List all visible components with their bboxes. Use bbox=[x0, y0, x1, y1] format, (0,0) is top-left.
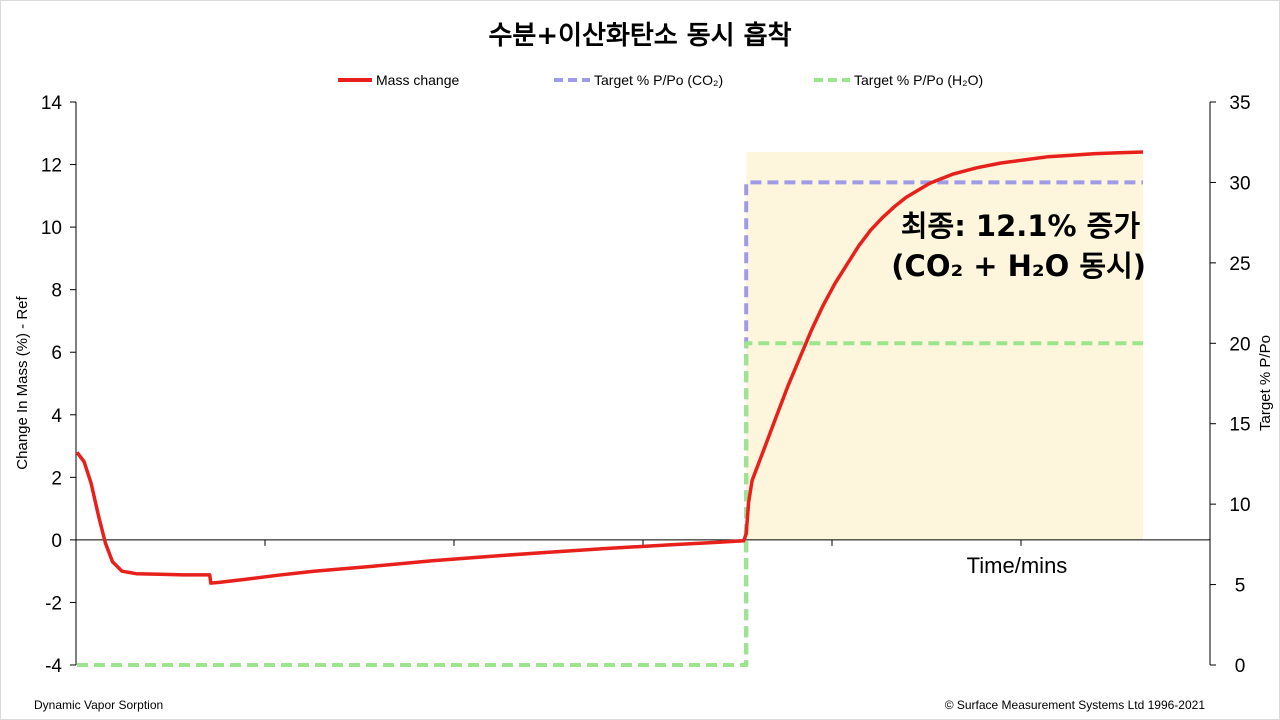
y-tick-label: -2 bbox=[45, 593, 62, 614]
legend-label-mass: Mass change bbox=[376, 72, 459, 88]
y2-tick-label: 25 bbox=[1229, 254, 1250, 275]
y-tick-label: 4 bbox=[51, 406, 62, 427]
y2-tick-label: 20 bbox=[1229, 334, 1250, 355]
y2-axis-ticks: 35 30 25 20 15 10 5 0 bbox=[1210, 93, 1251, 677]
annotation-line-1: 최종: 12.1% 증가 bbox=[901, 209, 1140, 243]
y2-tick-label: 15 bbox=[1229, 415, 1250, 436]
y-tick-label: 0 bbox=[51, 531, 62, 552]
y-tick-label: -4 bbox=[45, 656, 62, 677]
y2-tick-label: 0 bbox=[1235, 656, 1246, 677]
y-axis-label: Change In Mass (%) - Ref bbox=[14, 295, 31, 469]
legend-label-h2o: Target % P/Po (H₂O) bbox=[854, 72, 983, 88]
y-tick-label: 6 bbox=[51, 343, 62, 364]
footer-left: Dynamic Vapor Sorption bbox=[34, 698, 163, 712]
chart-title: 수분+이산화탄소 동시 흡착 bbox=[488, 21, 791, 51]
legend: Mass change Target % P/Po (CO₂) Target %… bbox=[338, 72, 983, 88]
y2-tick-label: 10 bbox=[1229, 495, 1250, 516]
y2-tick-label: 5 bbox=[1235, 576, 1246, 597]
x-axis-label: Time/mins bbox=[967, 553, 1068, 578]
y2-tick-label: 35 bbox=[1229, 93, 1250, 114]
y-tick-label: 10 bbox=[41, 218, 62, 239]
x-axis-ticks bbox=[264, 539, 1022, 546]
annotation-line-2: (CO₂ + H₂O 동시) bbox=[891, 249, 1146, 283]
y-tick-label: 12 bbox=[41, 156, 62, 177]
y2-tick-label: 30 bbox=[1229, 173, 1250, 194]
highlight-region bbox=[746, 152, 1143, 540]
y-tick-label: 14 bbox=[41, 93, 63, 114]
y2-axis-label: Target % P/Po bbox=[1257, 335, 1274, 431]
y-tick-label: 8 bbox=[51, 281, 62, 302]
y-axis-ticks: 14 12 10 8 6 4 2 0 -2 -4 bbox=[41, 93, 76, 677]
series-group bbox=[75, 150, 1144, 667]
series-line-0 bbox=[75, 150, 1144, 585]
legend-label-co2: Target % P/Po (CO₂) bbox=[594, 72, 723, 88]
y-tick-label: 2 bbox=[51, 468, 62, 489]
footer-right: © Surface Measurement Systems Ltd 1996-2… bbox=[945, 698, 1206, 712]
